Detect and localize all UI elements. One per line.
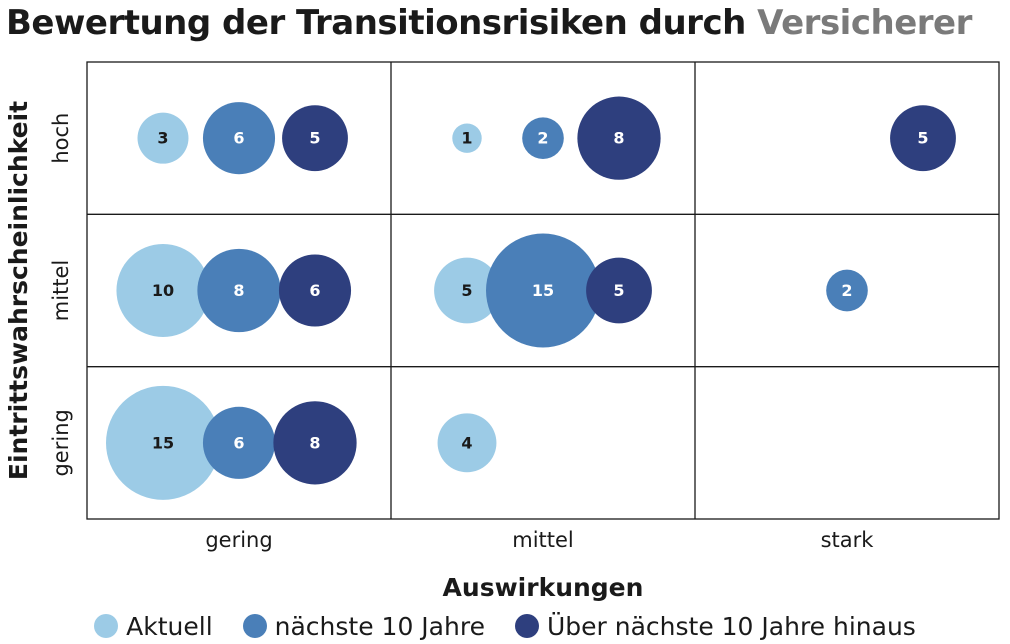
- bubble-aktuell-gering-mittel-label: 10: [152, 281, 174, 300]
- bubble-naechste-10-jahre-mittel-hoch: [522, 117, 564, 159]
- legend-item-aktuell: Aktuell: [94, 612, 213, 641]
- legend-item-ueber-10-jahre: Über nächste 10 Jahre hinaus: [514, 611, 916, 641]
- bubble-aktuell-mittel-mittel: [434, 257, 500, 324]
- bubble-aktuell-mittel-gering: [437, 413, 497, 473]
- bubble-aktuell-mittel-hoch-label: 1: [461, 129, 472, 148]
- bubble-naechste-10-jahre-mittel-hoch-label: 2: [537, 129, 548, 148]
- chart-title: Bewertung der Transitionsrisiken durch V…: [6, 0, 972, 46]
- bubble-ueber-naechste-10-jahre-hinaus-gering-mittel-label: 6: [309, 281, 320, 300]
- y-tick-label-gering: gering: [49, 409, 73, 476]
- x-tick-label-gering: gering: [205, 528, 272, 552]
- legend-label-aktuell: Aktuell: [126, 611, 213, 641]
- bubble-naechste-10-jahre-gering-gering-label: 6: [233, 433, 244, 452]
- bubble-naechste-10-jahre-stark-mittel: [826, 269, 868, 312]
- bubble-naechste-10-jahre-gering-mittel: [197, 248, 281, 333]
- bubble-aktuell-gering-hoch-label: 3: [157, 129, 168, 148]
- bubble-ueber-naechste-10-jahre-hinaus-mittel-mittel-label: 5: [613, 281, 624, 300]
- chart-title-main: Bewertung der Transitionsrisiken durch: [6, 3, 746, 43]
- bubble-ueber-naechste-10-jahre-hinaus-stark-hoch: [890, 105, 956, 172]
- bubble-naechste-10-jahre-stark-mittel-label: 2: [841, 281, 852, 300]
- legend-swatch-aktuell: [94, 614, 119, 638]
- legend-swatch-naechste-10-jahre: [242, 614, 267, 638]
- bubble-ueber-naechste-10-jahre-hinaus-gering-mittel: [278, 254, 352, 327]
- legend-label-ueber-10-jahre: Über nächste 10 Jahre hinaus: [546, 611, 916, 641]
- bubble-aktuell-gering-mittel: [116, 243, 210, 338]
- bubble-ueber-naechste-10-jahre-hinaus-stark-hoch-label: 5: [917, 129, 928, 148]
- bubble-naechste-10-jahre-gering-mittel-label: 8: [233, 281, 244, 300]
- bubble-ueber-naechste-10-jahre-hinaus-gering-gering-label: 8: [309, 433, 320, 452]
- bubble-aktuell-gering-hoch: [137, 112, 189, 164]
- bubble-ueber-naechste-10-jahre-hinaus-gering-gering: [273, 401, 357, 485]
- bubble-ueber-naechste-10-jahre-hinaus-gering-hoch-label: 5: [309, 129, 320, 148]
- bubble-aktuell-mittel-mittel-label: 5: [461, 281, 472, 300]
- bubble-naechste-10-jahre-gering-hoch-label: 6: [233, 129, 244, 148]
- plot-frame: [86, 61, 1000, 520]
- bubble-aktuell-gering-gering-label: 15: [152, 433, 174, 452]
- bubble-ueber-naechste-10-jahre-hinaus-gering-hoch: [282, 105, 348, 172]
- bubble-naechste-10-jahre-mittel-mittel: [486, 233, 600, 348]
- bubble-ueber-naechste-10-jahre-hinaus-mittel-hoch-label: 8: [613, 129, 624, 148]
- bubble-naechste-10-jahre-gering-gering: [202, 406, 276, 479]
- bubble-aktuell-mittel-hoch: [452, 123, 482, 153]
- y-tick-label-hoch: hoch: [49, 113, 73, 164]
- bubble-aktuell-gering-gering: [106, 385, 220, 500]
- bubble-naechste-10-jahre-gering-hoch: [202, 102, 276, 175]
- x-axis-title: Auswirkungen: [443, 573, 644, 602]
- legend-label-naechste-10-jahre: nächste 10 Jahre: [274, 611, 485, 641]
- bubble-ueber-naechste-10-jahre-hinaus-mittel-hoch: [577, 96, 661, 180]
- x-tick-label-mittel: mittel: [512, 528, 574, 552]
- bubble-naechste-10-jahre-mittel-mittel-label: 15: [532, 281, 554, 300]
- bubble-chart: gering mittel stark hoch mittel gering Auswirk…: [4, 61, 1000, 602]
- x-tick-label-stark: stark: [821, 528, 875, 552]
- legend-swatch-ueber-10-jahre: [514, 614, 539, 638]
- chart-title-accent: Versicherer: [757, 3, 972, 43]
- legend: Aktuell nächste 10 Jahre Über nächste 10…: [0, 608, 1010, 644]
- legend-item-naechste-10-jahre: nächste 10 Jahre: [242, 611, 485, 641]
- bubble-aktuell-mittel-gering-label: 4: [461, 433, 472, 452]
- bubble-ueber-naechste-10-jahre-hinaus-mittel-mittel: [586, 257, 652, 324]
- y-tick-label-mittel: mittel: [49, 260, 73, 322]
- y-axis-title: Eintrittswahrscheinlichkeit: [4, 101, 33, 480]
